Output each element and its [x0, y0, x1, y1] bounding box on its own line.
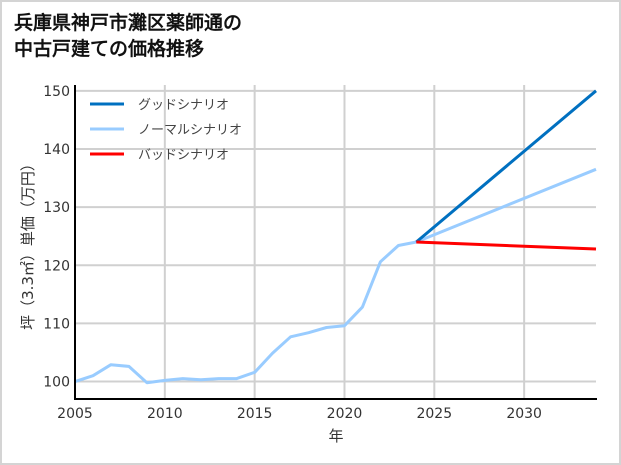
series-line — [415, 89, 597, 244]
x-tick-label: 2015 — [237, 406, 273, 422]
x-axis-label: 年 — [328, 427, 343, 445]
y-tick-label: 150 — [43, 84, 70, 100]
x-tick-label: 2030 — [506, 406, 542, 422]
y-tick-label: 130 — [43, 200, 70, 216]
x-tick-label: 2005 — [57, 406, 93, 422]
series-lines — [74, 89, 597, 385]
y-tick-labels: 100 110 120 130 140 150 — [43, 84, 70, 391]
y-tick-label: 100 — [43, 375, 70, 391]
y-axis-label: 坪（3.3㎡）単価（万円） — [19, 156, 37, 330]
chart-title: 兵庫県神戸市灘区薬師通の 中古戸建ての価格推移 — [14, 10, 242, 62]
y-tick-label: 110 — [43, 316, 70, 332]
x-tick-label: 2010 — [147, 406, 183, 422]
chart-title-line1: 兵庫県神戸市灘区薬師通の — [14, 12, 243, 34]
chart-title-line2: 中古戸建ての価格推移 — [14, 38, 205, 60]
series-line — [74, 167, 597, 385]
y-tick-label: 120 — [43, 258, 70, 274]
x-tick-label: 2025 — [416, 406, 452, 422]
x-tick-labels: 2005 2010 2015 2020 2025 2030 — [57, 406, 542, 422]
legend-label: グッドシナリオ — [138, 98, 229, 113]
series-line — [416, 240, 597, 251]
legend-label: ノーマルシナリオ — [138, 123, 242, 138]
x-tick-label: 2020 — [327, 406, 363, 422]
y-tick-label: 140 — [43, 142, 70, 158]
legend-label: バッドシナリオ — [138, 148, 229, 163]
axes — [74, 85, 597, 400]
